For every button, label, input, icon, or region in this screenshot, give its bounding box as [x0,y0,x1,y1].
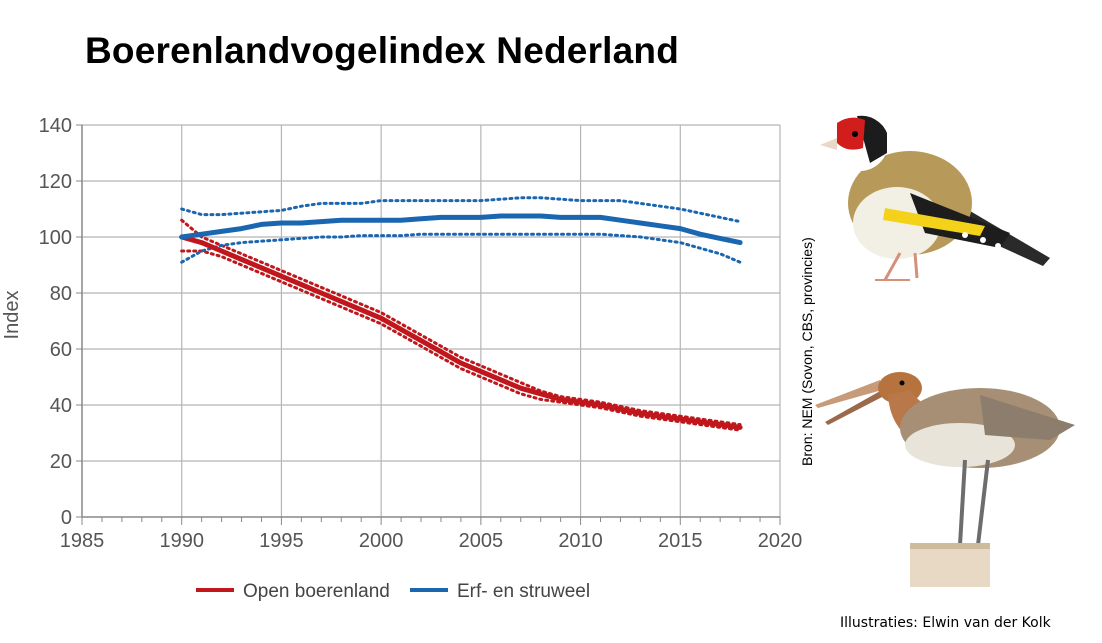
tick-labels: 0 20 40 60 80 100 120 140 1985 1990 1995 2000 2005 20… [39,115,803,552]
goldfinch-illustration [820,115,1050,281]
y-tick-label: 40 [50,395,72,417]
y-tick-label: 80 [50,283,72,305]
x-tick-label: 2015 [658,530,703,552]
open-boerenland-legend-label: Open boerenland [243,581,390,602]
y-tick-label: 140 [39,115,72,137]
x-tick-label: 2000 [359,530,404,552]
x-tick-label: 1995 [259,530,304,552]
erf-en-struweel-lower-band [180,232,742,264]
x-tick-label: 1985 [60,530,105,552]
erf-en-struweel-legend-label: Erf- en struweel [457,581,590,602]
y-tick-label: 60 [50,339,72,361]
series-lines [179,213,743,430]
y-tick-label: 0 [61,507,72,529]
y-tick-label: 20 [50,451,72,473]
legend: Open boerenland Erf- en struweel [196,581,590,602]
x-tick-label: 2005 [459,530,504,552]
erf-en-struweel-upper-band [180,196,742,224]
godwit-illustration [815,372,1075,587]
grid [82,124,781,517]
line-chart: 0 20 40 60 80 100 120 140 1985 1990 1995 2000 2005 20… [1,115,803,602]
confidence-bands [180,196,742,432]
open-boerenland-line [179,234,743,430]
chart-title: Boerenlandvogelindex Nederland [85,30,680,71]
y-tick-label: 120 [39,171,72,193]
open-boerenland-lower-band [180,249,742,432]
x-tick-label: 1990 [159,530,204,552]
illustration-credits: Illustraties: Elwin van der Kolk [840,615,1051,631]
y-tick-label: 100 [39,227,72,249]
open-boerenland-upper-band [180,218,742,427]
x-tick-label: 2010 [558,530,603,552]
x-tick-label: 2020 [758,530,803,552]
axes [76,124,781,525]
y-axis-label: Index [1,291,23,340]
